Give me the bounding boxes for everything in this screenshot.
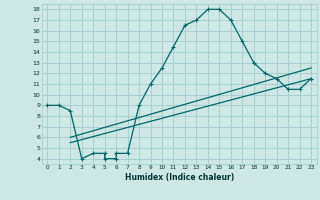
X-axis label: Humidex (Indice chaleur): Humidex (Indice chaleur) — [124, 173, 234, 182]
